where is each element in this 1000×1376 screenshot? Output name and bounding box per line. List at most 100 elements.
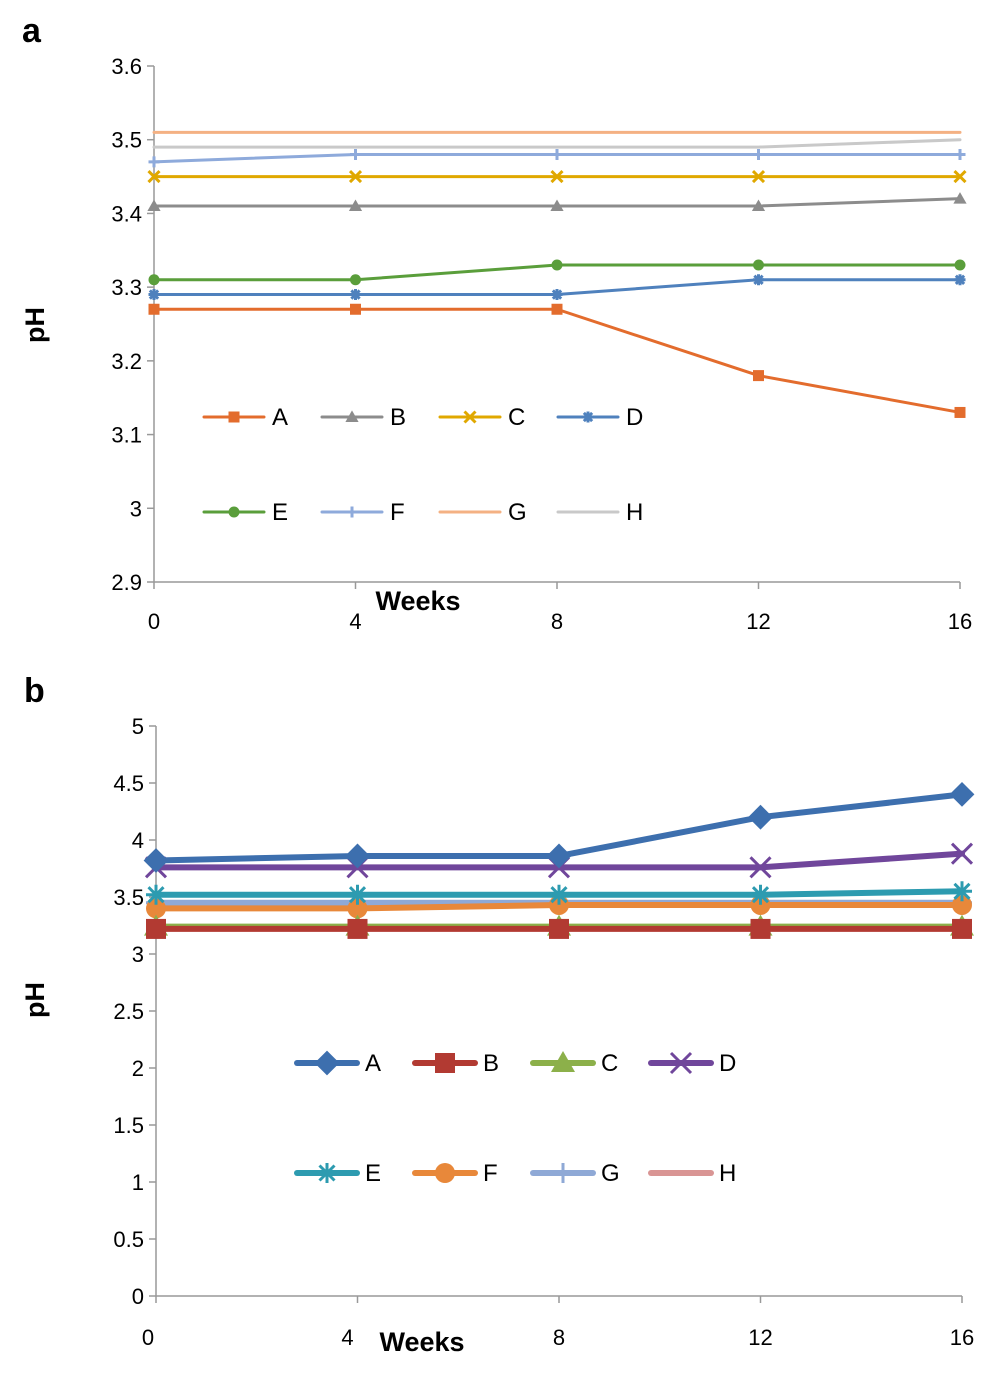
series-F — [148, 148, 966, 168]
series-line-H — [152, 138, 962, 149]
legend-marker-B — [345, 410, 359, 422]
data-point-A-4 — [345, 843, 370, 869]
legend-marker-A — [228, 411, 240, 423]
legend-marker-B — [435, 1053, 455, 1073]
y-tick-label: 0.5 — [113, 1227, 144, 1252]
data-point-B-8 — [550, 199, 564, 212]
legend-label-C: C — [508, 404, 525, 431]
legend-marker-A — [314, 1050, 340, 1076]
data-point-D-12 — [749, 856, 772, 879]
data-point-B-12 — [750, 918, 771, 939]
x-tick-label: 4 — [341, 1325, 353, 1350]
y-tick-label: 3.2 — [111, 349, 142, 374]
x-tick-label: 0 — [142, 1325, 154, 1350]
data-point-A-0 — [148, 303, 160, 315]
data-point-A-4 — [350, 303, 361, 315]
series-D — [148, 274, 966, 301]
series-E — [146, 881, 972, 905]
data-point-E-8 — [549, 884, 569, 905]
x-tick-label: 16 — [950, 1325, 974, 1350]
data-point-F-0 — [148, 156, 160, 168]
data-point-A-0 — [143, 848, 169, 873]
legend-item-G: G — [530, 1160, 620, 1187]
data-point-A-8 — [551, 303, 563, 315]
data-point-F-4 — [350, 148, 361, 160]
data-point-F-8 — [551, 148, 563, 160]
data-point-A-8 — [546, 843, 572, 869]
series-A — [143, 782, 975, 873]
x-tick-label: 16 — [948, 609, 972, 634]
legend-label-D: D — [626, 404, 643, 431]
legend-label-A: A — [272, 404, 288, 431]
legend-marker-D — [582, 411, 594, 423]
x-tick-label: 4 — [349, 609, 361, 634]
series-E — [148, 259, 966, 286]
data-point-D-16 — [950, 842, 974, 865]
legend-item-A: A — [294, 1050, 381, 1077]
x-tick-label: 8 — [551, 609, 563, 634]
series-line-A — [152, 307, 962, 414]
data-point-F-12 — [753, 148, 764, 160]
y-tick-label: 1 — [132, 1170, 144, 1195]
data-point-D-0 — [148, 289, 160, 301]
legend-label-E: E — [365, 1160, 381, 1187]
x-tick-label: 12 — [748, 1325, 772, 1350]
series-H — [152, 138, 962, 149]
legend-item-H: H — [648, 1160, 736, 1187]
legend-marker-G — [553, 1163, 573, 1183]
legend-item-F: F — [320, 499, 405, 526]
data-point-A-12 — [748, 804, 773, 830]
legend-item-C: C — [530, 1050, 618, 1077]
legend-marker-F — [346, 506, 358, 518]
legend-item-D: D — [648, 1050, 736, 1077]
legend-item-E: E — [202, 499, 288, 526]
data-point-D-8 — [551, 289, 563, 301]
data-point-E-4 — [347, 884, 368, 905]
y-tick-label: 1.5 — [113, 1113, 144, 1138]
chart-panel-b: 0 0.5 1 1.5 2 2.5 3 3.5 4 4.5 5 0 4 8 12 16 Weeks pH A B C D E… — [20, 714, 975, 1357]
y-tick-label: 3.1 — [111, 423, 142, 448]
legend-marker-E — [228, 506, 240, 518]
legend-label-C: C — [601, 1050, 618, 1077]
legend-marker-E — [317, 1163, 337, 1183]
data-point-B-16 — [953, 192, 967, 204]
legend-item-C: C — [438, 404, 525, 431]
legend-marker-C — [551, 1051, 575, 1072]
x-axis-title: Weeks — [375, 586, 460, 616]
data-point-F-16 — [954, 148, 966, 160]
y-tick-label: 3.5 — [111, 128, 142, 153]
data-point-B-16 — [952, 918, 972, 939]
y-tick-label: 2 — [132, 1056, 144, 1081]
legend-label-B: B — [390, 404, 406, 431]
data-point-F-0 — [146, 898, 166, 919]
chart-panel-a: 2.9 3 3.1 3.2 3.3 3.4 3.5 3.6 0 4 8 12 16 Weeks pH A B C D… — [20, 54, 972, 634]
data-point-F-16 — [952, 894, 972, 915]
data-point-C-12 — [751, 170, 766, 184]
y-tick-label: 3.4 — [111, 201, 142, 226]
legend-label-H: H — [626, 499, 643, 526]
data-point-F-4 — [347, 898, 368, 919]
y-tick-label: 3.6 — [111, 54, 142, 79]
data-point-D-4 — [350, 289, 361, 301]
legend-marker-F — [435, 1163, 455, 1183]
series-C — [147, 170, 967, 184]
x-tick-label: 0 — [148, 609, 160, 634]
data-point-D-12 — [753, 274, 764, 286]
data-point-C-16 — [953, 170, 967, 184]
legend-marker-C — [463, 410, 477, 424]
y-tick-label: 4.5 — [113, 771, 144, 796]
legend-item-E: E — [294, 1160, 381, 1187]
y-tick-label: 3.3 — [111, 275, 142, 300]
x-tick-label: 12 — [746, 609, 770, 634]
legend-item-B: B — [412, 1050, 499, 1077]
data-point-B-4 — [348, 199, 363, 212]
data-point-E-4 — [350, 274, 361, 286]
data-point-A-16 — [954, 406, 966, 418]
data-point-B-0 — [146, 918, 166, 939]
legend-item-F: F — [412, 1160, 498, 1187]
data-point-E-8 — [551, 259, 563, 271]
data-point-E-12 — [750, 884, 771, 905]
x-tick-label: 8 — [553, 1325, 565, 1350]
legend-label-D: D — [719, 1050, 736, 1077]
